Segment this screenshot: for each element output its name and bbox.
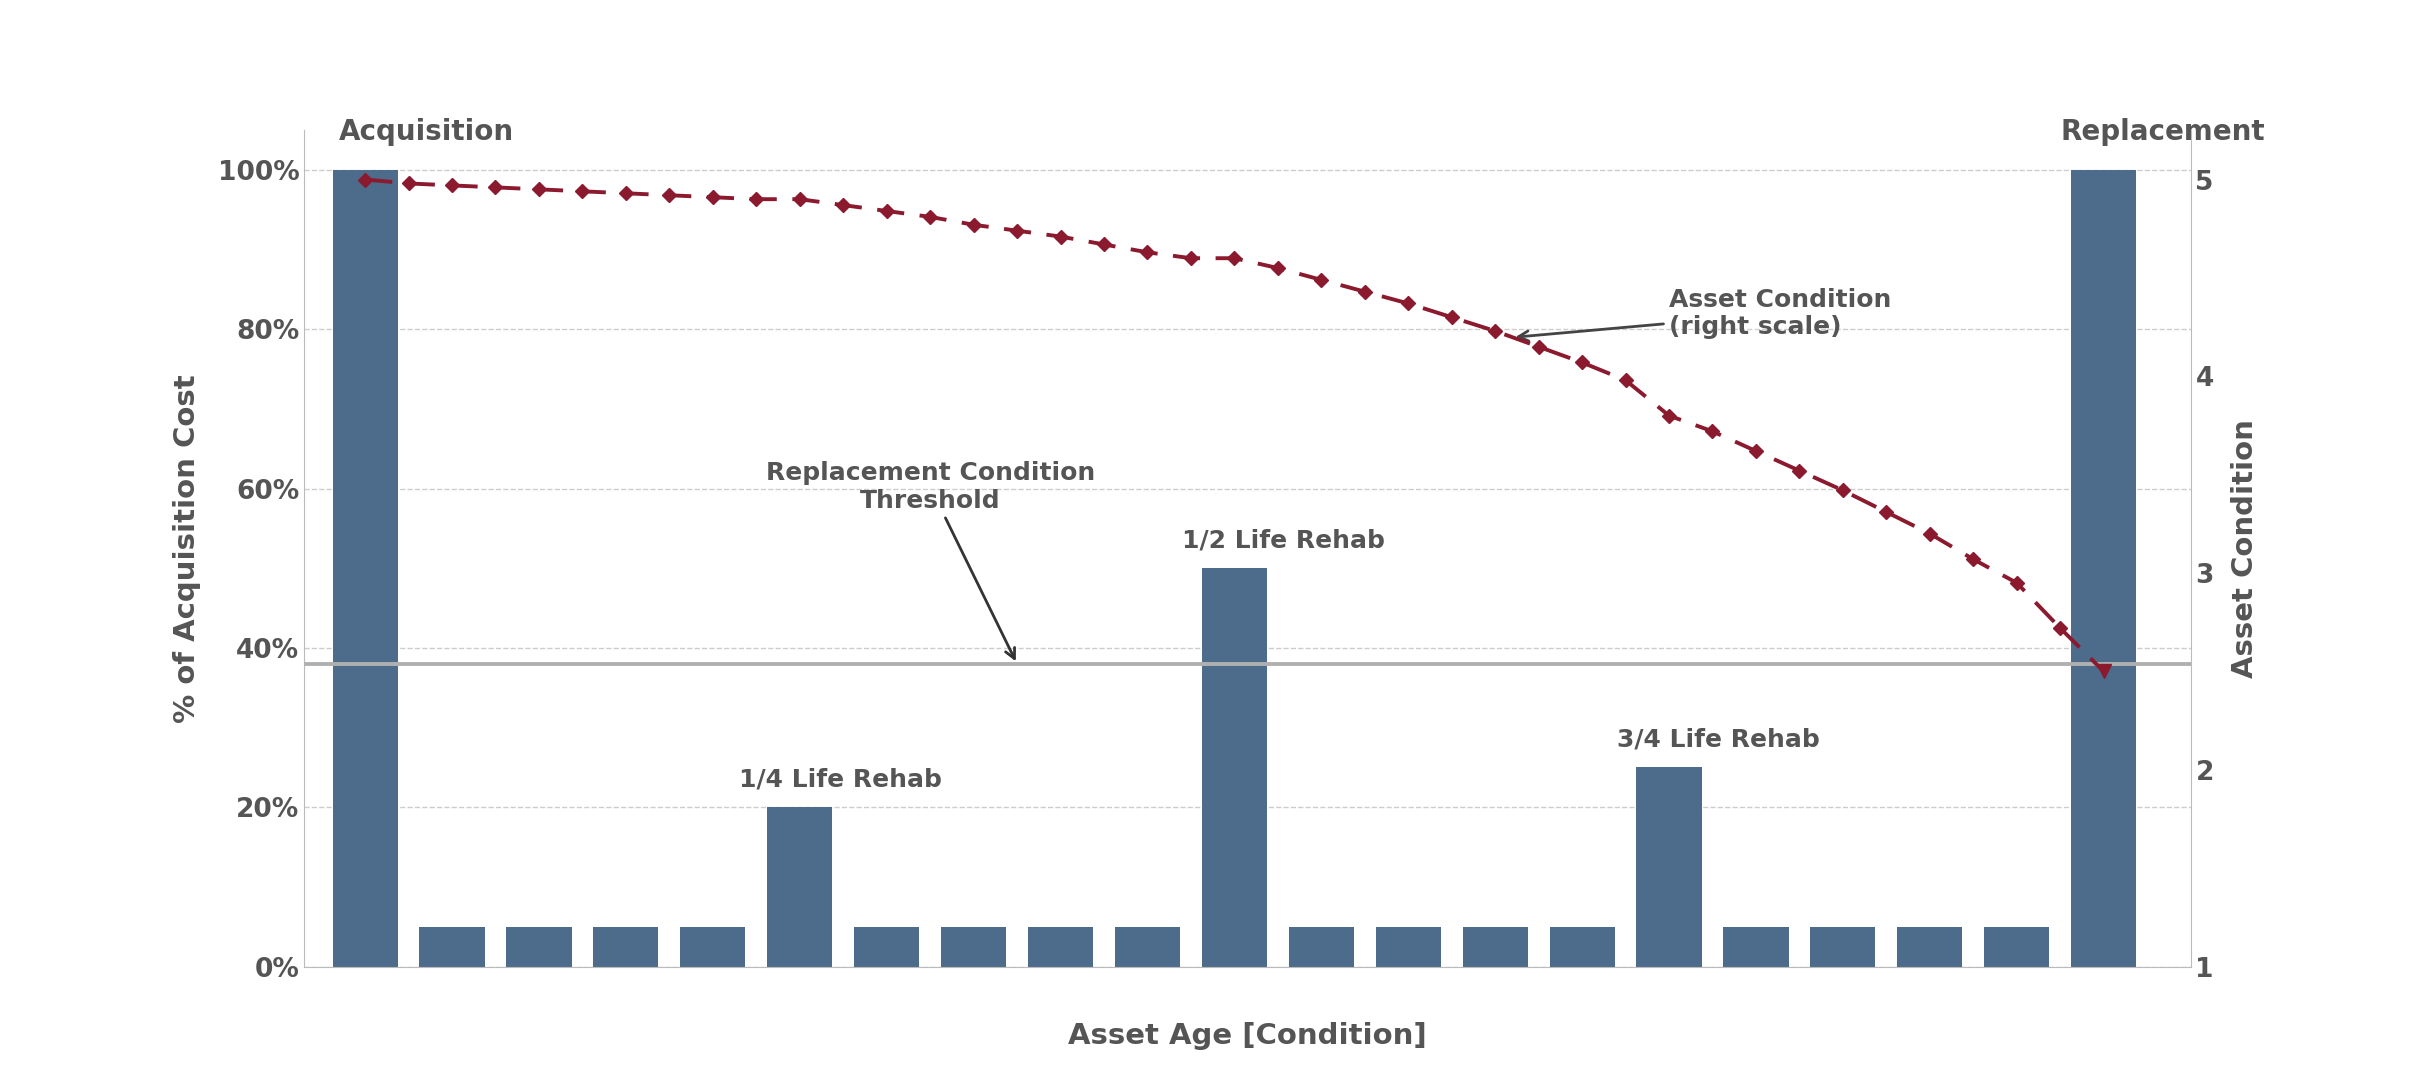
- Bar: [1723, 926, 1789, 967]
- Bar: [333, 171, 397, 967]
- Bar: [854, 926, 920, 967]
- Text: 1/2 Life Rehab: 1/2 Life Rehab: [1183, 529, 1385, 553]
- Bar: [419, 926, 484, 967]
- Bar: [1463, 926, 1529, 967]
- Bar: [506, 926, 572, 967]
- Bar: [1115, 926, 1180, 967]
- X-axis label: Asset Age [Condition]: Asset Age [Condition]: [1069, 1022, 1426, 1050]
- Y-axis label: % of Acquisition Cost: % of Acquisition Cost: [173, 374, 202, 723]
- Bar: [1550, 926, 1614, 967]
- Y-axis label: Asset Condition: Asset Condition: [2230, 419, 2259, 678]
- Bar: [1027, 926, 1093, 967]
- Bar: [767, 807, 832, 967]
- Text: 1/4 Life Rehab: 1/4 Life Rehab: [740, 768, 942, 792]
- Bar: [1636, 768, 1701, 967]
- Bar: [1288, 926, 1353, 967]
- Text: Asset Condition
(right scale): Asset Condition (right scale): [1519, 288, 1891, 341]
- Bar: [1896, 926, 1962, 967]
- Bar: [942, 926, 1005, 967]
- Bar: [1811, 926, 1877, 967]
- Text: Replacement Condition
Threshold: Replacement Condition Threshold: [767, 460, 1095, 658]
- Bar: [2071, 171, 2137, 967]
- Bar: [1375, 926, 1441, 967]
- Text: 3/4 Life Rehab: 3/4 Life Rehab: [1616, 728, 1821, 752]
- Text: Acquisition: Acquisition: [338, 118, 514, 147]
- Bar: [1984, 926, 2049, 967]
- Bar: [679, 926, 745, 967]
- Bar: [594, 926, 660, 967]
- Bar: [1202, 568, 1268, 967]
- Text: Replacement: Replacement: [2059, 118, 2264, 147]
